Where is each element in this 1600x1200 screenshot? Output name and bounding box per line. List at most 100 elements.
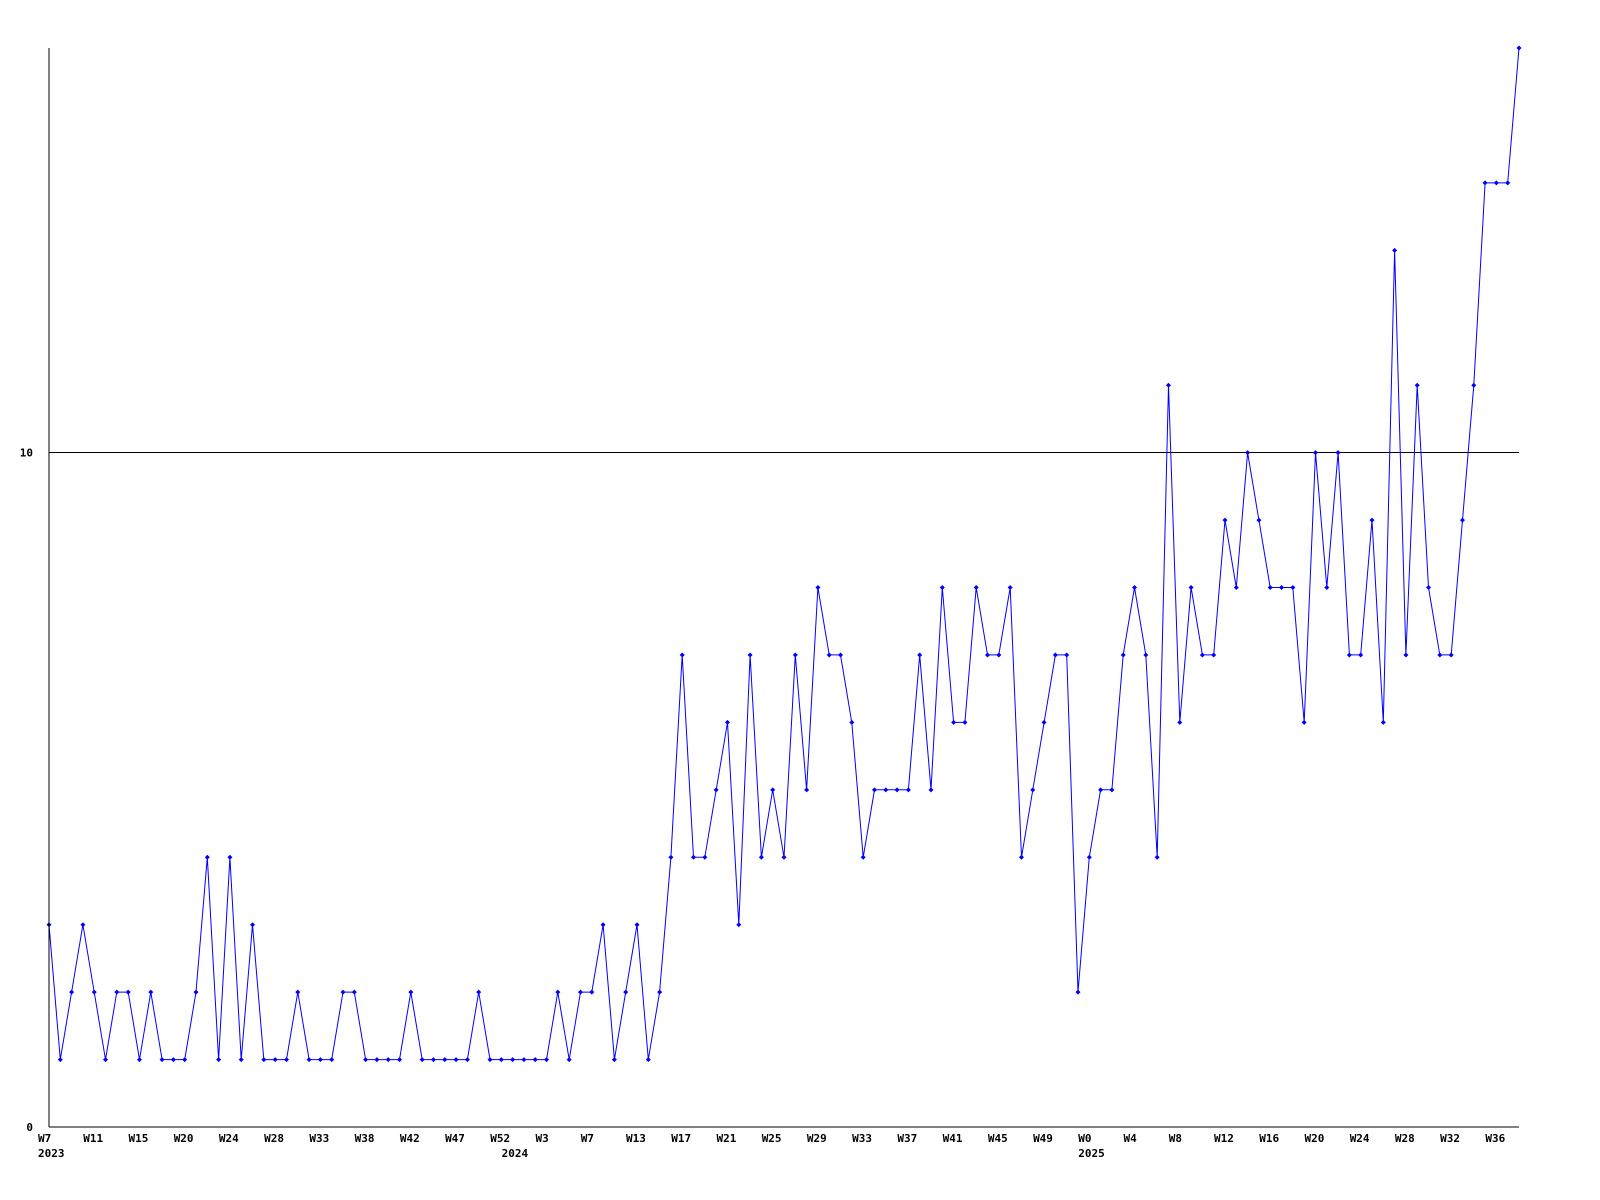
year-label: 2025	[1078, 1147, 1105, 1160]
data-point	[1290, 585, 1296, 590]
data-point	[1120, 652, 1126, 658]
data-point	[1233, 585, 1239, 590]
data-point	[815, 585, 821, 590]
x-tick-label: W42	[400, 1132, 420, 1145]
data-point	[103, 1057, 109, 1063]
data-point	[555, 989, 561, 995]
data-point	[985, 652, 991, 658]
data-point	[883, 787, 889, 793]
x-tick-label: W41	[943, 1132, 963, 1145]
data-point	[351, 989, 357, 995]
x-tick-label: W21	[716, 1132, 736, 1145]
data-point	[792, 652, 798, 658]
data-point	[1505, 180, 1511, 186]
data-point	[80, 922, 86, 928]
data-point	[1256, 517, 1262, 523]
data-point	[204, 854, 210, 860]
x-tick-label: W33	[309, 1132, 329, 1145]
data-point	[1098, 787, 1104, 793]
data-point	[1132, 585, 1138, 590]
data-point	[329, 1057, 335, 1063]
data-point	[91, 989, 97, 995]
data-point	[645, 1057, 651, 1063]
data-point	[1109, 787, 1115, 793]
data-point	[1403, 652, 1409, 658]
data-point	[272, 1057, 278, 1063]
data-point	[871, 787, 877, 793]
data-point	[736, 922, 742, 928]
data-point	[849, 719, 855, 725]
x-tick-label: W0	[1078, 1132, 1091, 1145]
data-point	[1086, 854, 1092, 860]
data-point	[1064, 652, 1070, 658]
x-tick-label: W8	[1169, 1132, 1182, 1145]
data-point	[1154, 854, 1160, 860]
x-tick-label: W20	[174, 1132, 194, 1145]
data-point	[510, 1057, 516, 1063]
data-point	[1199, 652, 1205, 658]
data-point	[1052, 652, 1058, 658]
x-tick-label: W15	[128, 1132, 148, 1145]
data-point	[577, 989, 583, 995]
year-label: 2023	[38, 1147, 65, 1160]
data-point	[691, 854, 697, 860]
data-point	[1279, 585, 1285, 590]
data-point	[306, 1057, 312, 1063]
data-point	[227, 854, 233, 860]
data-point	[487, 1057, 493, 1063]
data-point	[826, 652, 832, 658]
data-point	[476, 989, 482, 995]
data-point	[600, 922, 606, 928]
data-point	[657, 989, 663, 995]
data-point	[962, 719, 968, 725]
data-point	[340, 989, 346, 995]
data-point	[295, 989, 301, 995]
data-point	[1007, 585, 1013, 590]
data-point	[668, 854, 674, 860]
data-point	[363, 1057, 369, 1063]
x-tick-label: W29	[807, 1132, 827, 1145]
data-point	[1301, 719, 1307, 725]
y-tick-label: 10	[20, 447, 33, 460]
data-point	[442, 1057, 448, 1063]
x-tick-label: W52	[490, 1132, 510, 1145]
data-point	[216, 1057, 222, 1063]
x-tick-label: W45	[988, 1132, 1008, 1145]
x-tick-label: W49	[1033, 1132, 1053, 1145]
y-tick-label: 0	[26, 1121, 33, 1134]
data-point	[804, 787, 810, 793]
data-point	[385, 1057, 391, 1063]
data-point	[951, 719, 957, 725]
data-point	[250, 922, 256, 928]
data-point	[114, 989, 120, 995]
data-point	[283, 1057, 289, 1063]
x-tick-label: W38	[355, 1132, 375, 1145]
data-point	[397, 1057, 403, 1063]
data-point	[1165, 382, 1171, 388]
data-point	[1516, 45, 1522, 51]
data-point	[1188, 585, 1194, 590]
data-point	[1414, 382, 1420, 388]
data-point	[261, 1057, 267, 1063]
data-point	[1075, 989, 1081, 995]
data-point	[1358, 652, 1364, 658]
data-point	[544, 1057, 550, 1063]
data-point	[996, 652, 1002, 658]
data-point	[1437, 652, 1443, 658]
data-point	[317, 1057, 323, 1063]
x-tick-label: W36	[1485, 1132, 1505, 1145]
data-point	[1041, 719, 1047, 725]
data-point	[623, 989, 629, 995]
data-point	[781, 854, 787, 860]
data-point	[1030, 787, 1036, 793]
data-point	[1482, 180, 1488, 186]
x-tick-label: W4	[1124, 1132, 1138, 1145]
data-point	[747, 652, 753, 658]
data-point	[1177, 719, 1183, 725]
data-point	[634, 922, 640, 928]
data-point	[1245, 450, 1251, 456]
data-point	[136, 1057, 142, 1063]
data-point	[894, 787, 900, 793]
x-tick-label: W25	[762, 1132, 782, 1145]
data-point	[193, 989, 199, 995]
